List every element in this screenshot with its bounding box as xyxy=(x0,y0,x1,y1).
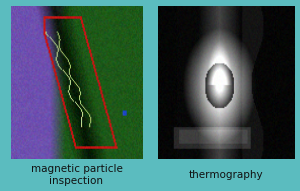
Text: magnetic particle
inspection: magnetic particle inspection xyxy=(31,164,122,186)
Text: thermography: thermography xyxy=(188,170,263,180)
